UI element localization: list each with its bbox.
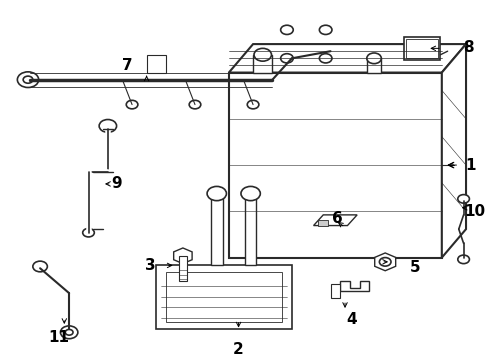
Text: 9: 9: [112, 176, 122, 192]
Circle shape: [18, 72, 39, 87]
Text: 11: 11: [48, 330, 69, 345]
Circle shape: [82, 228, 94, 237]
Bar: [210, 194, 222, 265]
Circle shape: [33, 261, 47, 272]
Circle shape: [319, 25, 331, 35]
Circle shape: [457, 255, 468, 264]
Polygon shape: [340, 281, 368, 291]
Text: 3: 3: [144, 258, 155, 273]
Bar: [244, 194, 256, 265]
Circle shape: [126, 100, 138, 109]
Polygon shape: [374, 253, 395, 271]
Bar: [406, 39, 437, 58]
Circle shape: [23, 76, 33, 83]
Circle shape: [319, 54, 331, 63]
Polygon shape: [330, 284, 340, 298]
Text: 7: 7: [122, 58, 132, 73]
Circle shape: [65, 329, 73, 335]
Circle shape: [99, 120, 116, 132]
Circle shape: [206, 186, 226, 201]
Circle shape: [253, 48, 271, 61]
Bar: [156, 265, 291, 329]
Circle shape: [379, 257, 390, 266]
Text: 10: 10: [463, 204, 484, 219]
Circle shape: [189, 100, 201, 109]
Text: 4: 4: [346, 312, 356, 327]
Bar: [228, 73, 441, 257]
Bar: [253, 55, 272, 73]
Bar: [366, 58, 381, 73]
Bar: [179, 256, 186, 281]
Circle shape: [61, 326, 78, 339]
Bar: [165, 272, 282, 321]
Circle shape: [247, 100, 258, 109]
Polygon shape: [313, 215, 356, 226]
Bar: [403, 37, 440, 60]
Text: 1: 1: [464, 158, 475, 172]
Text: 5: 5: [408, 260, 419, 275]
Polygon shape: [173, 248, 192, 264]
Polygon shape: [146, 55, 165, 73]
Circle shape: [280, 25, 293, 35]
Polygon shape: [318, 220, 327, 226]
Circle shape: [366, 53, 381, 64]
Circle shape: [241, 186, 260, 201]
Circle shape: [280, 54, 293, 63]
Text: 8: 8: [463, 40, 473, 55]
Circle shape: [457, 195, 468, 203]
Polygon shape: [228, 44, 465, 73]
Text: 6: 6: [332, 211, 343, 226]
Polygon shape: [441, 44, 465, 257]
Text: 2: 2: [233, 342, 244, 357]
